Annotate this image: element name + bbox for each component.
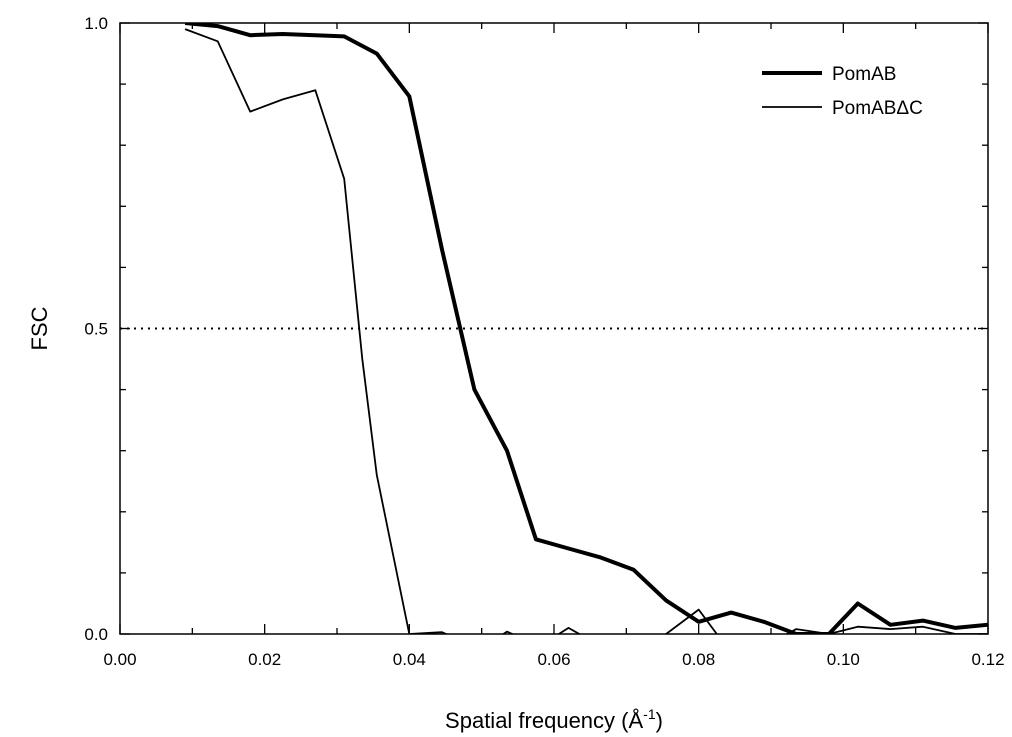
x-tick-label: 0.00 [103,650,136,669]
y-tick-label: 0.0 [84,625,108,644]
legend-label-2: PomABΔC [832,98,923,119]
tick-labels: 0.00 0.02 0.04 0.06 0.08 0.10 0.12 0.0 0.5 1.0 [84,14,1004,669]
plot-area [120,23,988,634]
x-tick-label: 0.06 [537,650,570,669]
x-axis-title: Spatial frequency (Å-1) [445,706,663,733]
plot-content [120,23,988,634]
plot-frame [119,22,989,635]
x-tick-label: 0.02 [248,650,281,669]
x-axis-title-main: Spatial frequency (Å [445,708,643,733]
series-line-1 [184,23,988,634]
x-axis-title-superscript: -1 [643,706,656,722]
y-tick-label: 0.5 [84,320,108,339]
legend-label-1: PomAB [832,64,896,85]
x-tick-label: 0.10 [827,650,860,669]
series-line-2 [184,28,988,634]
x-axis-title-suffix: ) [656,708,663,733]
x-tick-label: 0.12 [971,650,1004,669]
x-tick-label: 0.04 [393,650,426,669]
y-tick-label: 1.0 [84,14,108,33]
x-tick-label: 0.08 [682,650,715,669]
legend: PomAB PomABΔC [762,64,923,119]
axis-ticks [119,22,989,635]
y-axis-title: FSC [27,306,52,350]
